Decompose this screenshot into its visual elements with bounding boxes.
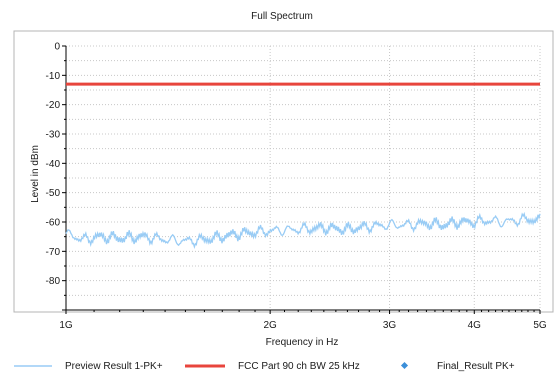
- x-axis: 1G 2G 3G 4G 5G: [59, 309, 547, 331]
- series-line-preview-result: [65, 211, 541, 249]
- legend-label-preview-result: Preview Result 1-PK+: [65, 361, 163, 372]
- legend-label-final-result: Final_Result PK+: [437, 361, 515, 372]
- x-tick-label: 2G: [263, 320, 277, 331]
- x-tick-label: 3G: [383, 320, 397, 331]
- y-tick-label: -10: [46, 71, 61, 82]
- y-tick-label: -60: [46, 218, 61, 229]
- y-tick-label: -20: [46, 100, 61, 111]
- x-tick-label: 5G: [533, 320, 547, 331]
- chart-title: Full Spectrum: [251, 11, 313, 22]
- y-tick-label: -30: [46, 130, 61, 141]
- y-tick-label: -80: [46, 276, 61, 287]
- plot-frame: [13, 30, 554, 313]
- legend-swatch-final-result: [400, 361, 409, 370]
- y-axis: 0 -10 -20 -30 -40 -50 -60 -70 -80: [46, 42, 67, 311]
- x-axis-label: Frequency in Hz: [266, 337, 339, 348]
- y-axis-label: Level in dBm: [30, 145, 41, 203]
- x-tick-label: 4G: [468, 320, 482, 331]
- x-tick-label: 1G: [59, 320, 73, 331]
- y-tick-label: -40: [46, 159, 61, 170]
- legend-label-limit: FCC Part 90 ch BW 25 kHz: [238, 361, 360, 372]
- y-tick-label: -70: [46, 247, 61, 258]
- series-layer: [65, 82, 541, 249]
- y-tick-label: 0: [54, 42, 60, 53]
- y-tick-label: -50: [46, 188, 61, 199]
- legend: Preview Result 1-PK+ FCC Part 90 ch BW 25…: [14, 361, 515, 372]
